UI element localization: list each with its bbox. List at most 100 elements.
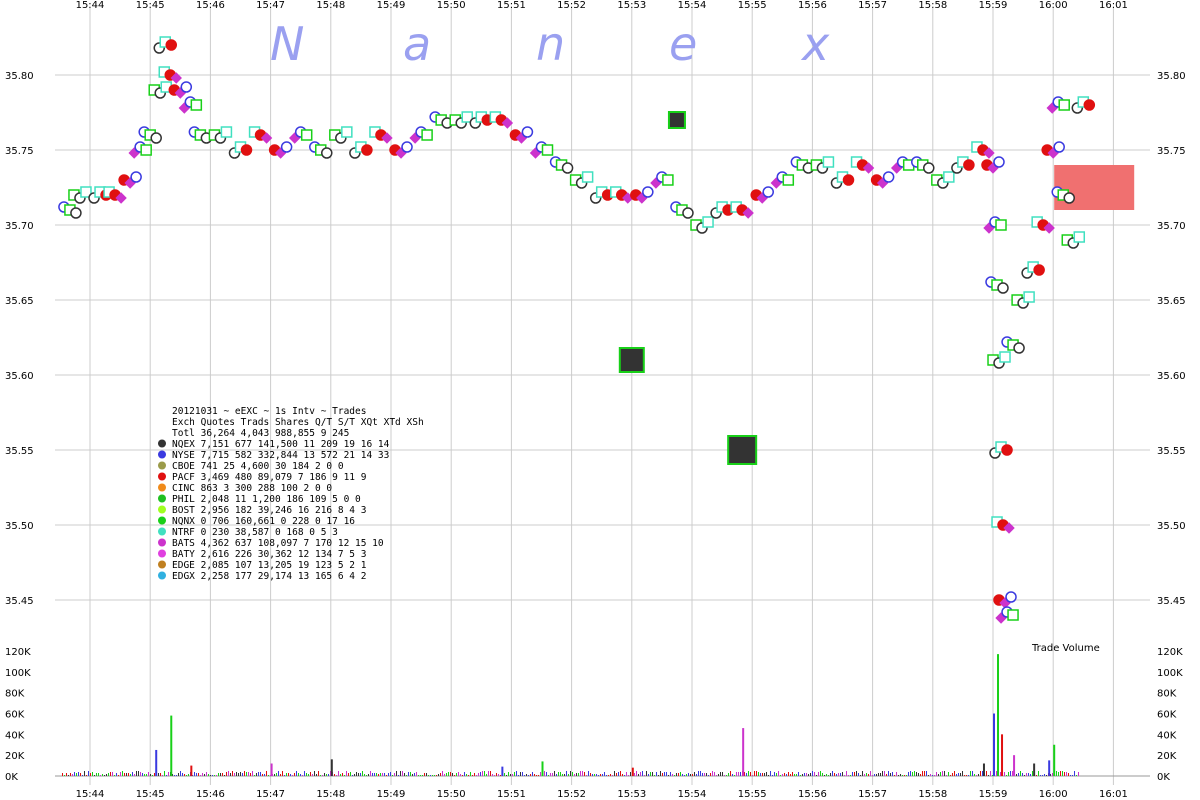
volume-noise <box>510 774 511 776</box>
outlier-trades <box>618 111 758 465</box>
x-tick-label-bottom: 15:55 <box>738 789 767 800</box>
volume-noise <box>360 773 361 776</box>
volume-noise <box>442 771 443 776</box>
volume-noise <box>1010 771 1011 776</box>
vol-tick-label-right: 80K <box>1157 689 1177 700</box>
y-tick-label-left: 35.50 <box>5 521 34 532</box>
volume-noise <box>378 774 379 776</box>
volume-noise <box>288 773 289 776</box>
volume-noise <box>960 773 961 776</box>
vol-tick-label-right: 40K <box>1157 730 1177 741</box>
volume-noise <box>248 772 249 776</box>
volume-noise <box>148 772 149 776</box>
x-tick-label-bottom: 15:58 <box>918 789 947 800</box>
volume-noise <box>724 775 725 776</box>
legend-marker <box>158 527 166 536</box>
volume-noise <box>844 775 845 776</box>
volume-noise <box>722 772 723 776</box>
volume-noise <box>546 772 547 776</box>
volume-noise <box>230 773 231 776</box>
volume-noise <box>568 774 569 776</box>
price-point <box>130 171 142 183</box>
volume-noise <box>352 775 353 776</box>
volume-noise <box>362 771 363 776</box>
price-point <box>1013 342 1025 354</box>
price-point <box>581 171 594 183</box>
volume-noise <box>250 773 251 776</box>
volume-noise <box>784 773 785 776</box>
volume-noise <box>172 774 173 776</box>
volume-noise <box>440 773 441 776</box>
volume-noise <box>878 773 879 776</box>
volume-noise <box>224 775 225 776</box>
volume-noise <box>300 774 301 776</box>
volume-bar <box>1013 755 1016 776</box>
x-tick-label-top: 15:52 <box>557 0 586 11</box>
volume-noise <box>562 774 563 776</box>
volume-noise <box>92 772 93 776</box>
volume-noise <box>934 775 935 776</box>
y-tick-label-right: 35.75 <box>1157 146 1186 157</box>
volume-noise <box>498 774 499 776</box>
volume-noise <box>312 774 313 776</box>
volume-noise <box>710 773 711 776</box>
volume-noise <box>664 772 665 776</box>
volume-bar <box>1033 763 1036 776</box>
volume-noise <box>672 774 673 776</box>
volume-noise <box>124 773 125 776</box>
x-tick-label-bottom: 15:49 <box>377 789 406 800</box>
volume-noise <box>220 773 221 776</box>
volume-noise <box>830 773 831 776</box>
x-tick-label-top: 15:45 <box>136 0 165 11</box>
quote-band-rect <box>1054 165 1135 210</box>
volume-noise <box>438 774 439 776</box>
volume-noise <box>472 775 473 776</box>
volume-noise <box>950 775 951 776</box>
price-point <box>923 162 935 174</box>
x-tick-label-top: 15:53 <box>617 0 646 11</box>
volume-noise <box>476 775 477 776</box>
volume-noise <box>1060 771 1061 776</box>
y-tick-label-left: 35.45 <box>5 596 34 607</box>
volume-noise <box>110 772 111 776</box>
price-point <box>782 174 795 186</box>
volume-noise <box>236 772 237 776</box>
volume-noise <box>868 774 869 776</box>
volume-noise <box>238 773 239 776</box>
volume-noise <box>158 773 159 776</box>
volume-noise <box>864 774 865 776</box>
volume-noise <box>820 771 821 776</box>
volume-noise <box>204 774 205 776</box>
volume-noise <box>1052 773 1053 776</box>
volume-noise <box>620 771 621 776</box>
vol-tick-label-left: 80K <box>5 689 25 700</box>
volume-noise <box>242 773 243 776</box>
watermark-letter: a <box>403 17 431 71</box>
volume-noise <box>314 771 315 776</box>
volume-noise <box>862 771 863 776</box>
volume-noise <box>494 775 495 776</box>
volume-noise <box>318 771 319 776</box>
volume-noise <box>650 772 651 776</box>
legend-marker <box>158 439 166 448</box>
volume-noise <box>480 772 481 776</box>
volume-noise <box>396 771 397 776</box>
volume-noise <box>1056 771 1057 776</box>
volume-noise <box>246 772 247 776</box>
volume-bar <box>742 728 745 776</box>
x-tick-label-top: 15:46 <box>196 0 225 11</box>
volume-title: Trade Volume <box>1031 643 1100 654</box>
volume-noise <box>334 774 335 776</box>
volume-noise <box>946 775 947 776</box>
volume-noise <box>422 775 423 776</box>
price-point <box>401 141 413 153</box>
volume-noise <box>856 771 857 776</box>
volume-noise <box>578 773 579 776</box>
volume-noise <box>266 771 267 776</box>
volume-noise <box>254 775 255 776</box>
volume-noise <box>794 774 795 776</box>
volume-noise <box>446 773 447 776</box>
x-tick-label-top: 15:59 <box>979 0 1008 11</box>
volume-noise <box>280 774 281 776</box>
volume-noise <box>1064 772 1065 776</box>
